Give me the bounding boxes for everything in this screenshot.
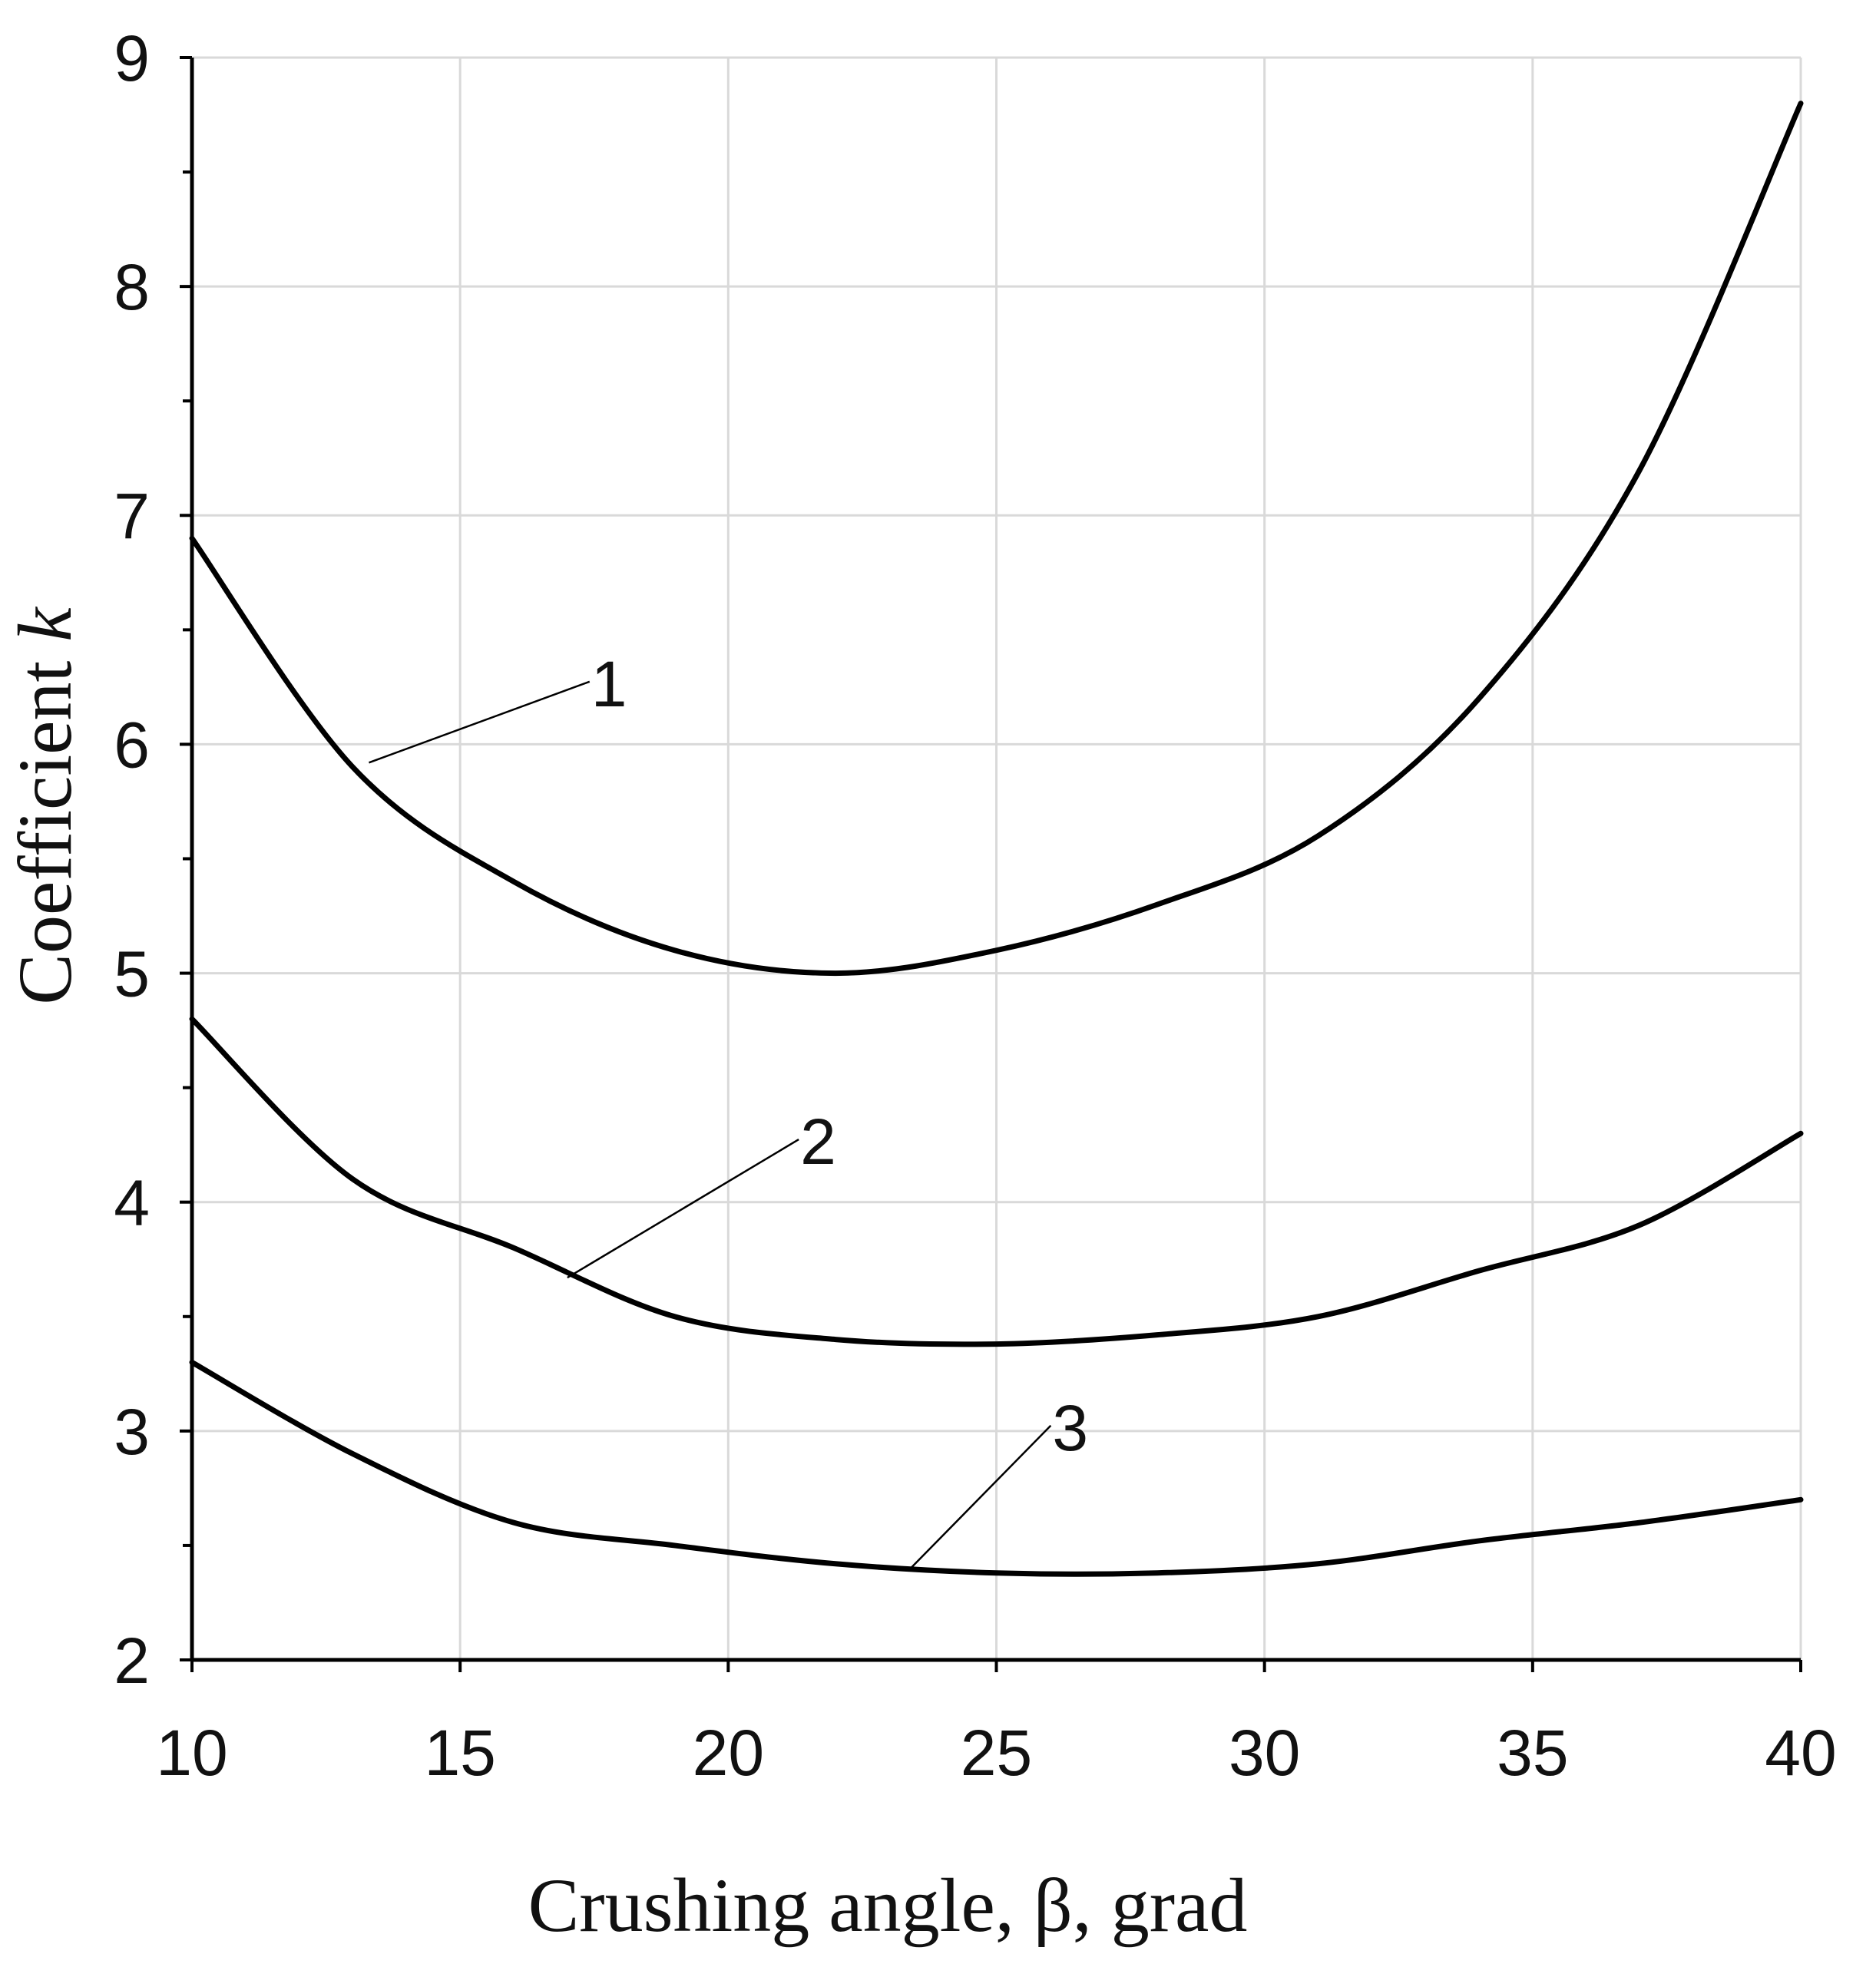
y-tick-label-4: 4 [114, 1167, 150, 1239]
y-axis-title-text: Coefficient [2, 642, 88, 1005]
x-tick-label-25: 25 [961, 1717, 1032, 1789]
y-tick-label-5: 5 [114, 938, 150, 1010]
y-tick-label-2: 2 [114, 1625, 150, 1697]
curve-label-1: 1 [591, 648, 627, 720]
y-tick-label-7: 7 [114, 480, 150, 552]
x-tick-label-40: 40 [1765, 1717, 1836, 1789]
y-axis-title: Coefficient k [2, 607, 88, 1005]
series-line-2 [189, 1016, 1804, 1347]
axes [180, 56, 1802, 1672]
series-line-1 [189, 101, 1804, 977]
y-axis-title-variable: k [2, 607, 88, 642]
y-tick-label-9: 9 [114, 22, 150, 94]
leader-line-3 [909, 1424, 1052, 1569]
y-tick-label-8: 8 [114, 251, 150, 323]
grid-lines [192, 56, 1802, 1660]
y-tick-label-3: 3 [114, 1396, 150, 1468]
x-tick-label-10: 10 [156, 1717, 227, 1789]
leader-line-1 [369, 680, 591, 764]
x-tick-label-35: 35 [1497, 1717, 1568, 1789]
x-axis-title: Crushing angle, β, grad [528, 1863, 1248, 1948]
curve-label-3: 3 [1052, 1392, 1088, 1464]
series-lines [189, 101, 1804, 1577]
leader-line-2 [567, 1139, 799, 1279]
x-tick-label-15: 15 [424, 1717, 495, 1789]
curve-labels: 1 2 3 [369, 648, 1088, 1569]
x-tick-label-20: 20 [693, 1717, 764, 1789]
tick-labels: 2 3 4 5 6 7 8 9 10 15 20 25 30 35 40 [114, 22, 1836, 1789]
curve-label-2: 2 [800, 1106, 836, 1178]
x-tick-label-30: 30 [1229, 1717, 1300, 1789]
series-line-3 [189, 1359, 1804, 1577]
y-tick-label-6: 6 [114, 709, 150, 781]
